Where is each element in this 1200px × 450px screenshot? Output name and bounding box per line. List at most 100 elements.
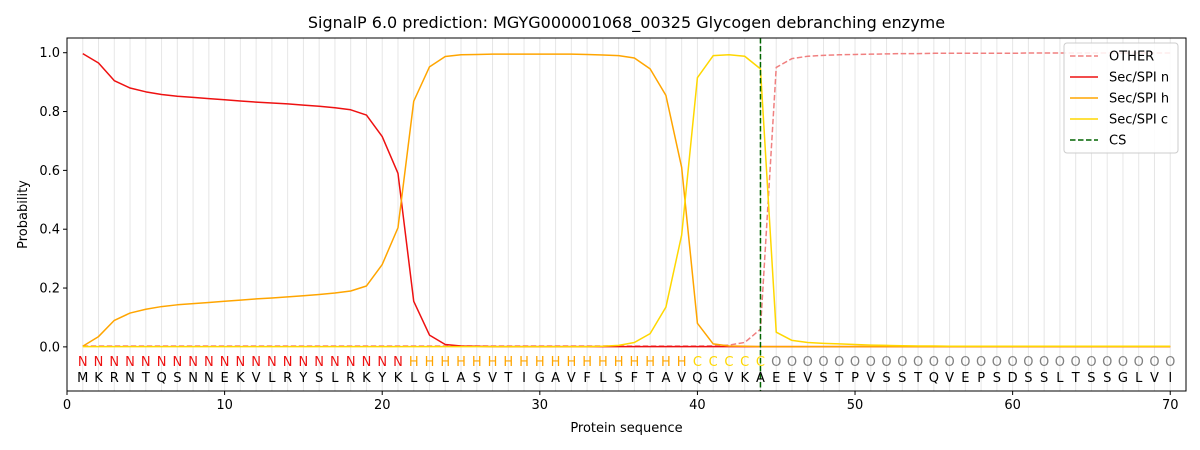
chart-title: SignalP 6.0 prediction: MGYG000001068_00… bbox=[308, 13, 945, 33]
region-label: H bbox=[456, 355, 466, 370]
residue-letter: R bbox=[110, 371, 119, 386]
residue-letter: R bbox=[346, 371, 355, 386]
x-tick-label: 40 bbox=[689, 398, 706, 413]
region-label: O bbox=[1118, 355, 1128, 370]
legend-box bbox=[1063, 42, 1179, 154]
grid-layer bbox=[82, 38, 1171, 391]
region-label: N bbox=[141, 355, 151, 370]
x-tick-label: 70 bbox=[1162, 398, 1179, 413]
region-label: O bbox=[803, 355, 813, 370]
ticks-layer: 0 10 20 30 40 50 60 70 0.0 0.2 0.4 0.6 0.8 1.0 bbox=[39, 46, 1178, 413]
series-line-sec-spi-c bbox=[82, 54, 1171, 348]
region-label: O bbox=[1055, 355, 1065, 370]
residue-letter: V bbox=[866, 371, 875, 386]
region-label: H bbox=[614, 355, 624, 370]
region-label: O bbox=[866, 355, 876, 370]
residue-letter: L bbox=[268, 371, 276, 386]
residue-letter: T bbox=[503, 371, 512, 386]
residue-letter: K bbox=[94, 371, 103, 386]
region-label: O bbox=[960, 355, 970, 370]
residue-letter: A bbox=[756, 371, 765, 386]
region-label: N bbox=[204, 355, 214, 370]
residue-letter: R bbox=[283, 371, 292, 386]
residue-letter: S bbox=[898, 371, 906, 386]
residue-letter: F bbox=[583, 371, 590, 386]
region-label: H bbox=[629, 355, 639, 370]
residue-letter: P bbox=[977, 371, 985, 386]
residue-letter: L bbox=[1056, 371, 1064, 386]
region-label: H bbox=[598, 355, 608, 370]
series-layer bbox=[82, 38, 1171, 391]
residue-letter: S bbox=[882, 371, 890, 386]
residue-letter: F bbox=[631, 371, 638, 386]
residue-letter: Y bbox=[377, 371, 386, 386]
region-label: N bbox=[220, 355, 230, 370]
region-label: O bbox=[1102, 355, 1112, 370]
region-label: O bbox=[1134, 355, 1144, 370]
residue-letter: A bbox=[551, 371, 560, 386]
region-label: N bbox=[235, 355, 245, 370]
region-label: N bbox=[314, 355, 324, 370]
region-label: N bbox=[125, 355, 135, 370]
residue-letter: V bbox=[803, 371, 812, 386]
region-label: N bbox=[299, 355, 309, 370]
residue-letter: N bbox=[204, 371, 214, 386]
region-label: H bbox=[440, 355, 450, 370]
residue-letter: E bbox=[220, 371, 228, 386]
region-label: H bbox=[409, 355, 419, 370]
residue-letter: V bbox=[252, 371, 261, 386]
region-label: N bbox=[157, 355, 167, 370]
region-label: O bbox=[834, 355, 844, 370]
region-label: N bbox=[330, 355, 340, 370]
residue-letter: V bbox=[677, 371, 686, 386]
plot-frame bbox=[66, 37, 1187, 392]
residue-letter: V bbox=[724, 371, 733, 386]
region-label: N bbox=[172, 355, 182, 370]
region-label: O bbox=[1071, 355, 1081, 370]
region-label: H bbox=[661, 355, 671, 370]
x-tick-label: 60 bbox=[1004, 398, 1021, 413]
residue-letter: S bbox=[819, 371, 827, 386]
residue-letter: L bbox=[1135, 371, 1143, 386]
region-label: C bbox=[740, 355, 749, 370]
residue-letter: I bbox=[522, 371, 526, 386]
residue-letter: S bbox=[993, 371, 1001, 386]
residue-letter: Y bbox=[298, 371, 307, 386]
region-label: H bbox=[519, 355, 529, 370]
residue-letter: S bbox=[1103, 371, 1111, 386]
residue-letter: T bbox=[1071, 371, 1080, 386]
residue-letter: K bbox=[740, 371, 749, 386]
residue-letter: K bbox=[394, 371, 403, 386]
residue-letter: D bbox=[1008, 371, 1018, 386]
region-label: O bbox=[944, 355, 954, 370]
region-label: O bbox=[787, 355, 797, 370]
y-tick-label: 0.8 bbox=[39, 105, 60, 120]
y-tick-label: 0.6 bbox=[39, 164, 60, 179]
legend-label: Sec/SPI c bbox=[1109, 113, 1168, 128]
residue-letter: G bbox=[708, 371, 718, 386]
region-label: H bbox=[472, 355, 482, 370]
region-label: C bbox=[709, 355, 718, 370]
region-label: N bbox=[109, 355, 119, 370]
residue-letter: G bbox=[424, 371, 434, 386]
region-label: C bbox=[693, 355, 702, 370]
x-axis-title: Protein sequence bbox=[570, 421, 682, 436]
residue-letter: G bbox=[535, 371, 545, 386]
region-label: O bbox=[897, 355, 907, 370]
region-label: C bbox=[756, 355, 765, 370]
residue-letter: P bbox=[851, 371, 859, 386]
sequence-layer: NMNKNRNNNTNQNSNNNNNENKNVNLNRNYNSNLNRNKNY… bbox=[77, 355, 1175, 386]
region-label: H bbox=[582, 355, 592, 370]
residue-letter: T bbox=[645, 371, 654, 386]
residue-letter: E bbox=[788, 371, 796, 386]
x-tick-label: 30 bbox=[532, 398, 549, 413]
region-label: N bbox=[377, 355, 387, 370]
region-label: O bbox=[1086, 355, 1096, 370]
residue-letter: A bbox=[457, 371, 466, 386]
region-label: O bbox=[771, 355, 781, 370]
residue-letter: V bbox=[488, 371, 497, 386]
residue-letter: Q bbox=[929, 371, 939, 386]
